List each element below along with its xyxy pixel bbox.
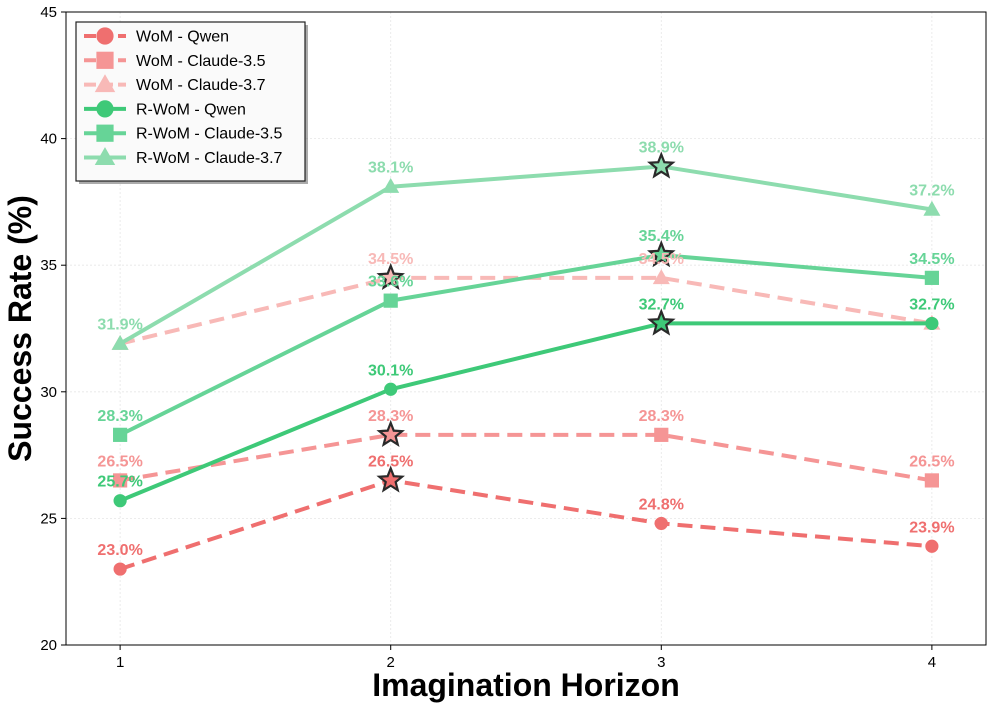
legend-item: R-WoM - Qwen bbox=[84, 100, 246, 118]
data-label: 28.3% bbox=[639, 408, 684, 425]
series-wom-qwen bbox=[113, 465, 939, 576]
x-tick-label: 4 bbox=[928, 654, 936, 671]
series-line bbox=[119, 275, 933, 346]
data-labels: 23.0% 26.5% 24.8% 23.9% 26.5% 28.3% 28.3% 26.5%… bbox=[97, 139, 954, 559]
best-point-star bbox=[376, 465, 405, 493]
data-label: 31.9% bbox=[97, 317, 142, 334]
data-point bbox=[113, 494, 127, 508]
legend-item: R-WoM - Claude-3.7 bbox=[84, 147, 283, 167]
legend: WoM - Qwen WoM - Claude-3.5 WoM - Claude-3… bbox=[75, 21, 308, 184]
y-tick-label: 20 bbox=[40, 637, 57, 654]
data-label: 26.5% bbox=[909, 453, 954, 470]
data-label: 32.7% bbox=[639, 296, 684, 313]
series-line bbox=[119, 164, 933, 346]
data-point bbox=[925, 539, 939, 553]
data-point bbox=[111, 335, 129, 350]
data-label: 34.5% bbox=[909, 251, 954, 268]
y-tick-label: 40 bbox=[40, 131, 57, 148]
legend-marker bbox=[96, 51, 114, 69]
data-label: 35.4% bbox=[639, 228, 684, 245]
data-label: 28.3% bbox=[368, 408, 413, 425]
series-line bbox=[119, 478, 933, 571]
legend-marker bbox=[94, 74, 116, 93]
y-tick-label: 35 bbox=[40, 257, 57, 274]
data-point bbox=[654, 427, 669, 442]
data-point bbox=[384, 382, 398, 396]
data-label: 28.3% bbox=[97, 408, 142, 425]
data-point bbox=[924, 473, 939, 488]
legend-label: WoM - Claude-3.7 bbox=[136, 77, 266, 94]
data-point bbox=[382, 178, 400, 193]
x-tick-label: 1 bbox=[116, 654, 124, 671]
legend-label: WoM - Claude-3.5 bbox=[136, 53, 266, 70]
data-label: 34.5% bbox=[639, 251, 684, 268]
y-tick-label: 45 bbox=[40, 4, 57, 21]
legend-item: WoM - Claude-3.5 bbox=[84, 51, 266, 70]
best-point-star bbox=[647, 240, 676, 268]
legend-label: WoM - Qwen bbox=[136, 29, 229, 46]
data-label: 38.9% bbox=[639, 139, 684, 156]
series-group bbox=[111, 151, 941, 576]
y-axis-title: Success Rate (%) bbox=[2, 195, 38, 462]
series-line bbox=[119, 321, 932, 503]
data-point bbox=[652, 269, 670, 285]
data-point bbox=[924, 270, 939, 285]
best-point-star bbox=[647, 308, 676, 336]
plot-frame bbox=[65, 11, 987, 646]
legend-box bbox=[75, 21, 306, 182]
legend-marker bbox=[96, 27, 114, 45]
best-point-star bbox=[647, 151, 676, 179]
data-label: 23.9% bbox=[909, 519, 954, 536]
series-r-wom-qwen bbox=[113, 308, 939, 508]
axis-ticks: 20 25 30 35 40 45 1 2 3 4 bbox=[40, 4, 936, 671]
data-label: 25.7% bbox=[97, 474, 142, 491]
legend-label: R-WoM - Claude-3.5 bbox=[136, 126, 283, 143]
data-point bbox=[113, 562, 127, 576]
data-point bbox=[113, 473, 128, 488]
legend-label: R-WoM - Claude-3.7 bbox=[136, 150, 283, 167]
data-label: 23.0% bbox=[97, 542, 142, 559]
data-label: 26.5% bbox=[97, 453, 142, 470]
series-line bbox=[119, 253, 933, 437]
legend-marker bbox=[96, 124, 114, 142]
legend-label: R-WoM - Qwen bbox=[136, 101, 246, 118]
x-tick-label: 3 bbox=[657, 654, 665, 671]
data-label: 38.1% bbox=[368, 160, 413, 177]
x-tick-label: 2 bbox=[387, 654, 395, 671]
data-point bbox=[925, 316, 939, 331]
data-label: 30.1% bbox=[368, 362, 413, 379]
series-wom-claude-3-5 bbox=[113, 419, 939, 488]
y-tick-label: 25 bbox=[40, 510, 57, 527]
x-axis-title: Imagination Horizon bbox=[372, 667, 680, 703]
data-point bbox=[113, 427, 128, 442]
data-point bbox=[383, 293, 398, 308]
series-r-wom-claude-3-5 bbox=[113, 240, 939, 442]
data-label: 34.5% bbox=[368, 251, 413, 268]
best-point-star bbox=[376, 262, 405, 291]
legend-item: WoM - Claude-3.7 bbox=[84, 74, 266, 94]
data-label: 32.7% bbox=[909, 296, 954, 313]
legend-item: R-WoM - Claude-3.5 bbox=[84, 124, 283, 143]
series-r-wom-claude-3-7 bbox=[111, 151, 941, 350]
legend-marker bbox=[96, 100, 114, 118]
data-point bbox=[923, 200, 941, 216]
data-label: 26.5% bbox=[368, 453, 413, 470]
legend-item: WoM - Qwen bbox=[84, 27, 229, 46]
data-label: 24.8% bbox=[639, 496, 684, 513]
best-point-star bbox=[376, 419, 405, 447]
data-point bbox=[654, 516, 668, 531]
data-label: 37.2% bbox=[909, 182, 954, 199]
legend-marker bbox=[94, 147, 116, 165]
data-label: 33.6% bbox=[368, 274, 413, 291]
y-tick-label: 30 bbox=[40, 384, 57, 401]
